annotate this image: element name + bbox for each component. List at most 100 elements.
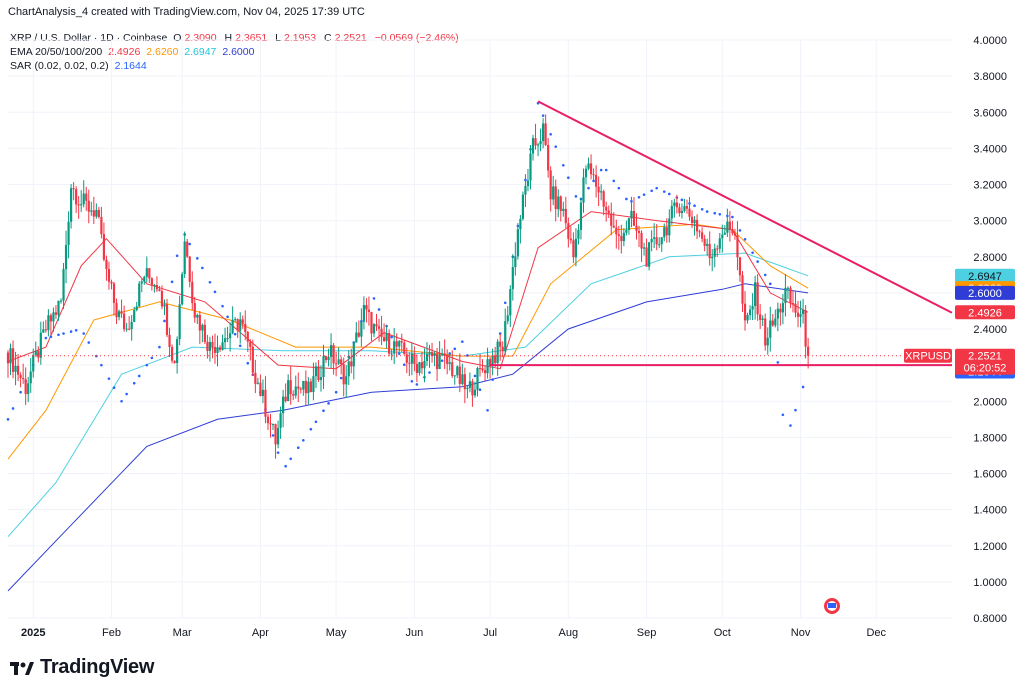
x-tick-label: Aug — [559, 627, 579, 639]
candle-body — [759, 314, 762, 320]
candle-body — [509, 289, 512, 316]
candle-body — [97, 209, 100, 217]
candle-body — [562, 208, 565, 211]
sar-dot — [718, 213, 722, 216]
x-tick-label: Dec — [866, 627, 886, 639]
sar-dot — [74, 328, 78, 332]
candle-body — [150, 278, 153, 286]
y-tick-label: 1.0000 — [973, 577, 1007, 589]
candle-body — [468, 381, 472, 388]
candle-body — [471, 381, 474, 396]
candle-body — [602, 191, 605, 207]
trendlines[interactable] — [8, 100, 953, 367]
candle-body — [640, 232, 643, 249]
candle-body — [120, 311, 123, 314]
candle-body — [524, 185, 527, 195]
sar-dot — [625, 197, 628, 201]
candle-body — [271, 424, 275, 426]
candle-body — [678, 207, 681, 214]
candle-body — [534, 138, 537, 146]
price-axis[interactable]: 4.0000 3.8000 3.6000 3.4000 3.2000 3.0000 2.80… — [973, 35, 1007, 625]
sar-dot — [132, 381, 136, 385]
candle-body — [236, 319, 239, 331]
candle-body — [345, 376, 348, 385]
candle-body — [176, 339, 179, 364]
candle-body — [504, 321, 507, 352]
sar-dot — [637, 196, 641, 199]
candle-body — [229, 333, 232, 339]
candle-body — [170, 346, 174, 361]
sar-dot — [188, 242, 192, 246]
candle-body — [408, 362, 411, 364]
sar-dot — [233, 332, 237, 336]
candle-body — [165, 304, 169, 335]
candle-body — [266, 416, 270, 424]
candle-body — [610, 213, 613, 226]
y-tick-label: 1.2000 — [973, 541, 1007, 553]
candle-body — [766, 337, 769, 346]
candle-body — [605, 206, 608, 211]
candle-body — [784, 287, 787, 304]
candle-body — [287, 380, 290, 402]
sar-dot — [6, 418, 10, 421]
candle-body — [42, 329, 45, 333]
sar-dot — [271, 434, 275, 437]
legend-symbol-row[interactable]: XRP / U.S. Dollar · 1D · Coinbase O 2.309… — [10, 31, 462, 45]
sar-dot — [334, 390, 338, 394]
sar-dot — [201, 266, 204, 270]
candle-body — [319, 377, 323, 380]
candle-body — [251, 346, 254, 373]
candle-body — [67, 221, 70, 245]
candle-body — [713, 248, 716, 257]
candle-body — [148, 268, 151, 279]
y-tick-label: 1.4000 — [973, 505, 1007, 517]
candle-body — [82, 193, 85, 205]
sar-dot — [781, 413, 785, 417]
candle-body — [486, 359, 489, 374]
candle-body — [244, 323, 247, 332]
candle-body — [597, 186, 600, 193]
candle-body — [218, 347, 222, 350]
candle-body — [9, 348, 12, 364]
candle-body — [393, 341, 396, 354]
candle-body — [506, 315, 509, 322]
y-tick-label: 3.6000 — [973, 107, 1007, 119]
candle-body — [289, 380, 292, 395]
candle-body — [557, 196, 560, 210]
legend-sar-row[interactable]: SAR (0.02, 0.02, 0.2) 2.1644 — [10, 59, 462, 73]
candle-body — [292, 394, 295, 396]
time-axis[interactable]: 2025 Feb Mar Apr May Jun Jul Aug Sep Oct Nov Dec — [21, 627, 887, 639]
sar-dot — [789, 424, 792, 427]
candle-body — [297, 386, 300, 389]
candle-body — [398, 341, 401, 347]
flag-event-icon[interactable] — [824, 598, 840, 614]
candle-body — [675, 202, 678, 208]
candle-body — [188, 256, 191, 282]
sar-dot — [238, 344, 242, 348]
candle-body — [731, 228, 734, 234]
legend-low-label: L — [275, 32, 281, 44]
candle-body — [329, 345, 333, 357]
candle-body — [400, 341, 403, 343]
sar-dot — [69, 330, 73, 333]
candle-body — [183, 241, 186, 275]
candle-body — [496, 341, 499, 364]
candle-body — [478, 368, 482, 370]
sar-dot — [19, 390, 22, 394]
indicator-lines — [6, 101, 809, 592]
candle-body — [622, 232, 625, 242]
footer: TradingView — [10, 656, 154, 679]
candle-body — [375, 324, 378, 327]
sar-dot — [554, 145, 558, 148]
sar-dot — [700, 207, 704, 211]
candle-body — [494, 355, 497, 364]
candle-body — [673, 202, 676, 206]
candle-body — [138, 283, 141, 307]
candle-body — [461, 374, 464, 384]
candle-body — [112, 283, 116, 303]
candle-body — [173, 360, 176, 364]
sar-dot — [776, 361, 780, 364]
candle-body — [764, 318, 767, 346]
candle-body — [357, 332, 360, 337]
